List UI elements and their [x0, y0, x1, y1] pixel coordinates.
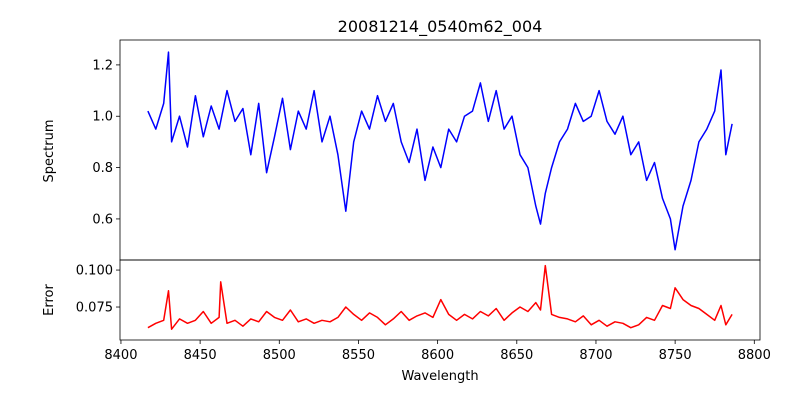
x-tick-label: 8700: [579, 348, 612, 363]
x-tick-label: 8400: [104, 348, 137, 363]
spectrum-axes-frame: [119, 39, 761, 261]
error-y-axis-label: Error: [42, 284, 57, 316]
spectrum-y-tick-label: 1.0: [92, 110, 113, 125]
x-tick-label: 8450: [184, 348, 217, 363]
chart-title: 20081214_0540m62_004: [338, 17, 543, 37]
x-axis-label: Wavelength: [401, 369, 478, 384]
x-tick-label: 8600: [421, 348, 454, 363]
spectrum-y-tick-label: 0.6: [92, 212, 113, 227]
spectrum-y-axis-label: Spectrum: [42, 120, 57, 183]
error-series-line: [147, 264, 733, 330]
x-tick-label: 8500: [263, 348, 296, 363]
error-y-tick-label: 0.075: [76, 301, 113, 316]
spectrum-series-line: [147, 51, 733, 251]
spectrum-y-tick-label: 1.2: [92, 58, 113, 73]
error-y-tick-label: 0.100: [76, 264, 113, 279]
x-tick-label: 8800: [738, 348, 771, 363]
x-tick-label: 8550: [342, 348, 375, 363]
error-axes-frame: [119, 259, 761, 341]
spectrum-y-tick-label: 0.8: [92, 161, 113, 176]
x-tick-label: 8750: [659, 348, 692, 363]
x-tick-label: 8650: [500, 348, 533, 363]
